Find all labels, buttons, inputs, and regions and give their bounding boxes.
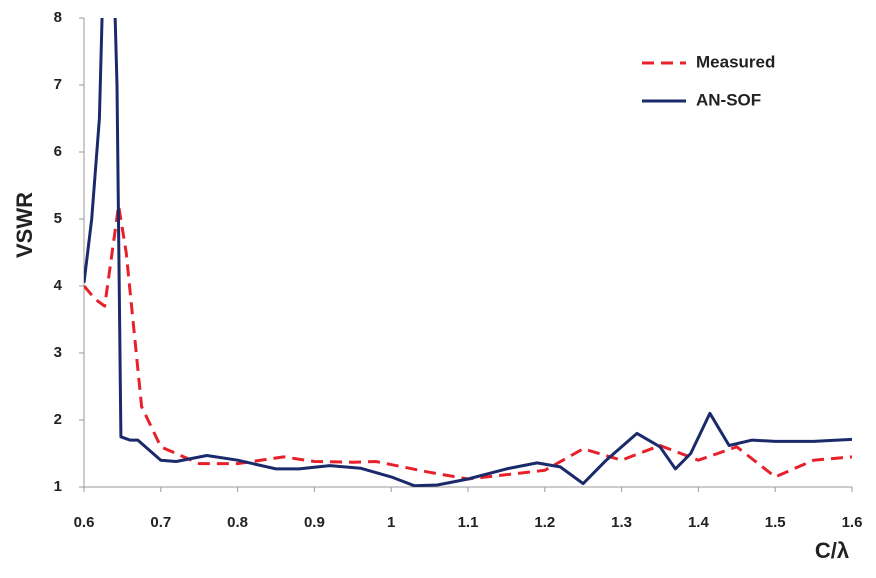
- x-tick-label: 1.5: [765, 514, 786, 531]
- series-line: [84, 204, 852, 481]
- x-tick-label: 0.8: [227, 514, 248, 531]
- y-tick-label: 5: [54, 210, 62, 227]
- y-tick-label: 7: [54, 76, 62, 93]
- y-tick-label: 1: [54, 478, 62, 495]
- x-tick-label: 1.3: [611, 514, 632, 531]
- x-tick-label: 0.6: [74, 514, 95, 531]
- x-tick-label: 0.9: [304, 514, 325, 531]
- x-tick-label: 1.2: [534, 514, 555, 531]
- legend-label: Measured: [696, 52, 775, 71]
- x-tick-label: 0.7: [150, 514, 171, 531]
- y-tick-label: 4: [54, 277, 63, 294]
- y-tick-label: 6: [54, 143, 62, 160]
- y-tick-label: 3: [54, 344, 62, 361]
- series-line: [84, 18, 852, 487]
- x-tick-label: 1.4: [688, 514, 710, 531]
- x-tick-label: 1.1: [458, 514, 479, 531]
- legend-label: AN-SOF: [696, 90, 761, 109]
- x-tick-label: 1: [387, 514, 395, 531]
- y-axis-label: VSWR: [12, 192, 37, 258]
- x-axis-label: C/λ: [815, 538, 849, 563]
- y-tick-label: 8: [54, 9, 62, 26]
- plot-area: [84, 18, 852, 487]
- y-tick-label: 2: [54, 411, 62, 428]
- x-tick-label: 1.6: [842, 514, 863, 531]
